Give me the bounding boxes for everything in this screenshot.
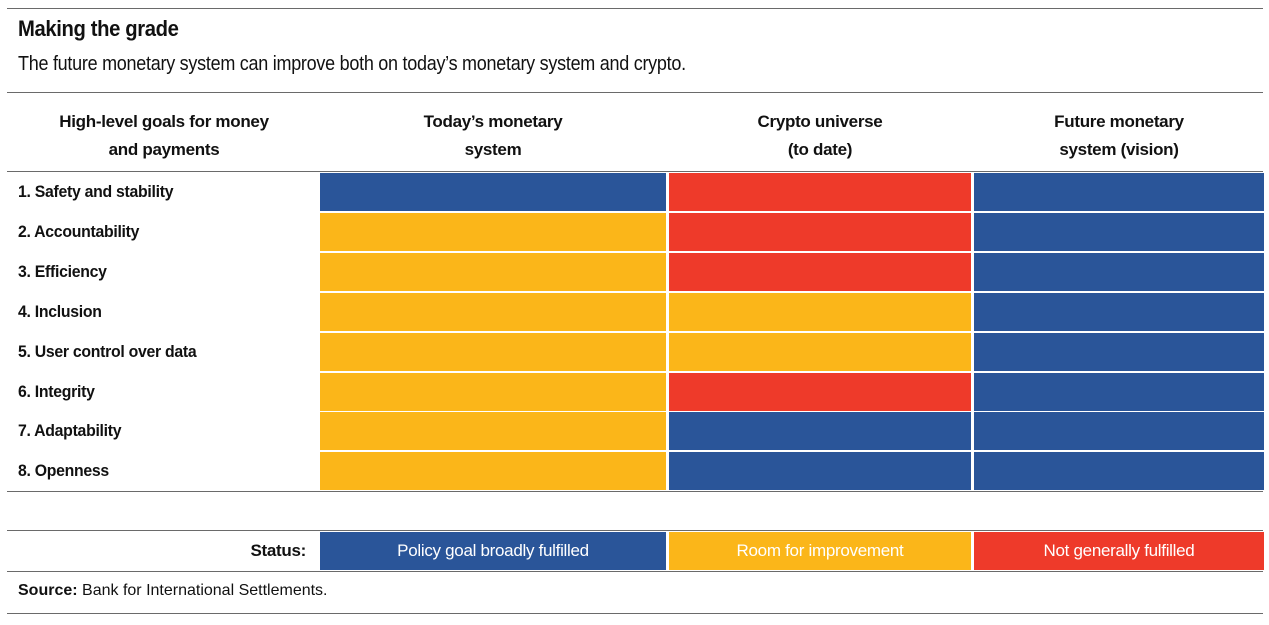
status-cell-fulfilled <box>974 213 1264 251</box>
header-top-rule <box>7 92 1263 93</box>
status-cell-not-fulfilled <box>669 213 971 251</box>
status-cell-fulfilled <box>669 452 971 490</box>
legend-bottom-rule <box>7 571 1263 572</box>
source-label: Source: <box>18 582 78 599</box>
status-cell-improvement <box>669 333 971 371</box>
status-cell-fulfilled <box>974 293 1264 331</box>
status-cell-fulfilled <box>974 373 1264 411</box>
status-cell-not-fulfilled <box>669 173 971 211</box>
status-cell-fulfilled <box>974 412 1264 450</box>
status-cell-improvement <box>320 373 666 411</box>
status-cell-fulfilled <box>320 173 666 211</box>
status-cell-fulfilled <box>974 253 1264 291</box>
legend-fulfilled: Policy goal broadly fulfilled <box>320 532 666 570</box>
status-cell-fulfilled <box>974 452 1264 490</box>
status-cell-improvement <box>320 253 666 291</box>
table-bottom-rule <box>7 491 1263 492</box>
legend-top-rule <box>7 530 1263 531</box>
chart-title: Making the grade <box>18 16 179 41</box>
top-rule <box>7 8 1263 9</box>
legend-improvement: Room for improvement <box>669 532 971 570</box>
row-label: 8. Openness <box>18 461 109 480</box>
row-label: 7. Adaptability <box>18 421 122 440</box>
source-text: Bank for International Settlements. <box>82 582 328 599</box>
column-header-crypto: Crypto universe (to date) <box>757 112 883 159</box>
status-cell-fulfilled <box>974 333 1264 371</box>
row-label: 6. Integrity <box>18 382 95 401</box>
status-cell-improvement <box>320 412 666 450</box>
column-header-today: Today’s monetary system <box>423 112 563 159</box>
chart-subtitle: The future monetary system can improve b… <box>18 53 686 75</box>
status-cell-improvement <box>320 452 666 490</box>
legend-status-label: Status: <box>250 541 306 560</box>
row-label: 1. Safety and stability <box>18 182 174 201</box>
status-cell-not-fulfilled <box>669 373 971 411</box>
source-note: Source: Bank for International Settlemen… <box>18 582 328 600</box>
footer-rule <box>7 613 1263 614</box>
status-cell-improvement <box>320 213 666 251</box>
column-header-future: Future monetary system (vision) <box>1054 112 1184 159</box>
row-label: 5. User control over data <box>18 342 197 361</box>
status-cell-improvement <box>320 333 666 371</box>
row-label: 4. Inclusion <box>18 302 102 321</box>
header-bottom-rule <box>7 171 1263 172</box>
legend-not-fulfilled: Not generally fulfilled <box>974 532 1264 570</box>
status-cell-not-fulfilled <box>669 253 971 291</box>
row-label: 3. Efficiency <box>18 262 107 281</box>
status-cell-fulfilled <box>669 412 971 450</box>
row-label: 2. Accountability <box>18 222 140 241</box>
status-cell-improvement <box>669 293 971 331</box>
status-cell-fulfilled <box>974 173 1264 211</box>
row-header-label: High-level goals for money and payments <box>59 112 269 159</box>
status-cell-improvement <box>320 293 666 331</box>
